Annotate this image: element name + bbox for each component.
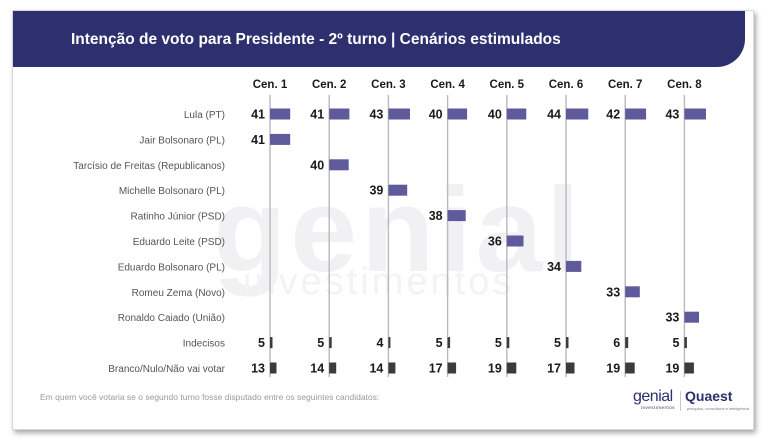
data-bar (684, 362, 694, 374)
data-value-label: 5 (672, 336, 679, 350)
logo-divider (680, 391, 681, 411)
chart-title: Intenção de voto para Presidente - 2º tu… (71, 31, 561, 48)
quaest-logo-subtitle: pesquisa, consultoria e inteligência (687, 406, 750, 411)
row-label: Michelle Bolsonaro (PL) (119, 186, 225, 197)
scenario-header: Cen. 7 (608, 79, 643, 91)
data-bar (506, 362, 517, 374)
data-bar (329, 337, 332, 349)
data-value-label: 14 (310, 362, 324, 376)
data-value-label: 14 (369, 362, 383, 376)
data-value-label: 19 (606, 362, 620, 376)
data-value-label: 5 (258, 336, 265, 350)
data-value-label: 44 (547, 108, 561, 122)
data-value-label: 5 (495, 336, 502, 350)
genial-logo-subtitle: investimentos (641, 405, 676, 410)
row-label: Branco/Nulo/Não vai votar (108, 364, 225, 375)
genial-logo: genial (633, 388, 673, 405)
data-value-label: 41 (251, 108, 265, 122)
scenario-header: Cen. 4 (430, 79, 465, 91)
data-bar (506, 235, 524, 247)
scenario-header: Cen. 8 (667, 79, 702, 91)
data-bar (566, 260, 582, 272)
data-bar (447, 337, 451, 349)
watermark-subtitle: investimentos (243, 261, 515, 303)
data-value-label: 33 (665, 311, 679, 325)
data-value-label: 41 (251, 133, 265, 147)
data-bar (388, 337, 391, 349)
data-bar (447, 362, 457, 374)
data-value-label: 41 (310, 108, 324, 122)
data-value-label: 34 (547, 260, 561, 274)
question-footnote: Em quem você votaria se o segundo turno … (40, 392, 380, 402)
data-value-label: 40 (488, 108, 502, 122)
data-bar (388, 108, 410, 120)
data-value-label: 17 (429, 362, 443, 376)
data-value-label: 40 (310, 158, 324, 172)
row-label: Jair Bolsonaro (PL) (139, 135, 225, 146)
row-label: Eduardo Bolsonaro (PL) (118, 262, 225, 273)
scenario-header: Cen. 3 (371, 79, 406, 91)
data-value-label: 13 (251, 362, 265, 376)
data-value-label: 5 (317, 336, 324, 350)
data-bar (447, 108, 468, 120)
data-value-label: 5 (436, 336, 443, 350)
data-bar (625, 286, 640, 298)
data-bar (506, 108, 527, 120)
data-value-label: 36 (488, 235, 502, 249)
row-label: Ratinho Júnior (PSD) (131, 212, 225, 223)
data-value-label: 4 (376, 336, 383, 350)
data-bar (684, 108, 706, 120)
row-label: Tarcísio de Freitas (Republicanos) (73, 161, 225, 172)
data-bar (329, 362, 337, 374)
data-value-label: 39 (369, 184, 383, 198)
data-value-label: 38 (429, 209, 443, 223)
chart-plot: Cen. 1 Cen. 2 Cen. 3 Cen. 4 Cen. 5 Cen. 6 Cen.… (73, 79, 706, 377)
data-value-label: 5 (554, 336, 561, 350)
data-bar (625, 108, 647, 120)
data-bar (447, 210, 466, 222)
scenario-header: Cen. 1 (253, 79, 288, 91)
title-banner: Intenção de voto para Presidente - 2º tu… (13, 11, 745, 67)
data-bar (270, 337, 273, 349)
data-bar (566, 362, 575, 374)
data-value-label: 33 (606, 285, 620, 299)
data-bar (625, 362, 635, 374)
data-bar (270, 362, 277, 374)
data-value-label: 6 (613, 336, 620, 350)
data-bar (684, 311, 700, 323)
data-value-label: 19 (488, 362, 502, 376)
quaest-logo: Quaest (685, 388, 733, 404)
row-label: Eduardo Leite (PSD) (133, 237, 225, 248)
data-bar (270, 133, 291, 145)
scenario-header: Cen. 2 (312, 79, 347, 91)
data-bar (388, 184, 408, 196)
data-bar (329, 159, 349, 171)
row-label: Ronaldo Caiado (União) (118, 313, 225, 324)
row-label: Indecisos (183, 339, 225, 350)
row-label: Romeu Zema (Novo) (132, 288, 225, 299)
data-bar (506, 337, 510, 349)
data-bar (270, 108, 291, 120)
data-bar (566, 108, 589, 120)
data-bar (684, 337, 687, 349)
data-bar (388, 362, 396, 374)
data-value-label: 19 (665, 362, 679, 376)
data-value-label: 43 (665, 108, 679, 122)
data-value-label: 40 (429, 108, 443, 122)
row-label: Lula (PT) (184, 110, 225, 121)
data-bar (566, 337, 569, 349)
data-value-label: 17 (547, 362, 561, 376)
data-value-label: 42 (606, 108, 620, 122)
data-bar (329, 108, 350, 120)
chart-card: Intenção de voto para Presidente - 2º tu… (12, 10, 754, 430)
data-value-label: 43 (369, 108, 383, 122)
scenario-header: Cen. 6 (549, 79, 584, 91)
scenario-header: Cen. 5 (490, 79, 525, 91)
data-bar (625, 337, 629, 349)
